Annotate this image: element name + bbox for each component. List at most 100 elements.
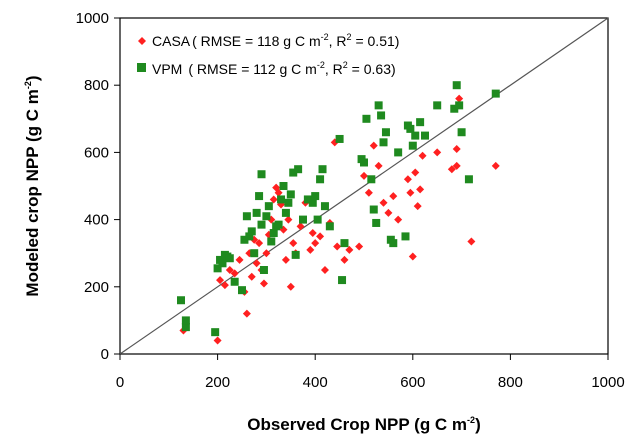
- legend-vpm-label: VPM( RMSE = 112 g C m-2, R2 = 0.63): [152, 60, 396, 77]
- casa-point: [220, 281, 229, 290]
- casa-point: [406, 188, 415, 197]
- vpm-point: [257, 220, 266, 229]
- casa-point: [247, 272, 256, 281]
- y-axis-ticks: 0 200 400 600 800 1000: [76, 10, 120, 363]
- vpm-point: [247, 227, 256, 236]
- vpm-point: [379, 138, 388, 147]
- y-tick-label: 200: [84, 279, 109, 296]
- vpm-point: [177, 296, 185, 305]
- vpm-point: [338, 276, 347, 285]
- one-to-one-line: [119, 17, 609, 355]
- vpm-point: [369, 205, 378, 214]
- vpm-point: [421, 131, 429, 140]
- vpm-point: [286, 190, 295, 199]
- vpm-point: [381, 128, 390, 137]
- legend-casa-label: CASA( RMSE = 118 g C m-2, R2 = 0.51): [152, 32, 399, 49]
- vpm-point: [450, 104, 459, 113]
- vpm-point: [218, 259, 227, 268]
- casa-point: [369, 141, 378, 150]
- casa-point: [384, 208, 393, 217]
- vpm-point: [340, 239, 349, 248]
- vpm-point: [377, 111, 386, 120]
- vpm-point: [335, 134, 344, 143]
- casa-point: [345, 245, 354, 254]
- vpm-point: [318, 165, 327, 174]
- vpm-point: [225, 254, 234, 263]
- casa-point: [452, 145, 461, 154]
- vpm-point: [284, 198, 293, 207]
- casa-points: [179, 94, 500, 345]
- casa-point: [306, 245, 315, 254]
- vpm-point: [411, 131, 420, 140]
- casa-point: [289, 239, 298, 248]
- casa-point: [284, 215, 293, 224]
- vpm-point: [181, 323, 190, 332]
- casa-point: [242, 309, 251, 318]
- vpm-point: [257, 170, 266, 179]
- vpm-point: [389, 239, 398, 248]
- vpm-point: [464, 175, 473, 184]
- y-tick-label: 800: [84, 77, 109, 94]
- vpm-point: [252, 208, 261, 217]
- vpm-point: [279, 182, 288, 190]
- casa-point: [360, 171, 368, 180]
- vpm-point: [291, 250, 300, 259]
- casa-point: [216, 276, 225, 285]
- casa-point: [259, 279, 268, 288]
- y-axis-title: Modeled crop NPP (g C m-2): [23, 75, 42, 296]
- vpm-point: [308, 198, 317, 207]
- y-tick-label: 1000: [76, 10, 109, 27]
- vpm-point: [303, 195, 312, 204]
- casa-point: [452, 161, 461, 170]
- casa-point: [225, 266, 234, 274]
- casa-point: [379, 198, 388, 207]
- vpm-point: [320, 202, 329, 211]
- y-tick-label: 600: [84, 144, 109, 161]
- vpm-point: [262, 212, 271, 221]
- vpm-point: [250, 249, 259, 258]
- vpm-point: [401, 232, 410, 241]
- x-tick-label: 0: [116, 374, 124, 391]
- casa-point: [308, 229, 317, 238]
- casa-point: [389, 192, 398, 201]
- vpm-point: [255, 192, 264, 201]
- vpm-point: [181, 316, 190, 325]
- casa-point: [455, 94, 464, 103]
- vpm-point: [374, 101, 383, 110]
- casa-point: [418, 151, 427, 160]
- casa-point: [408, 252, 417, 261]
- x-tick-label: 600: [400, 374, 425, 391]
- casa-point: [281, 255, 290, 264]
- vpm-point: [277, 195, 286, 204]
- vpm-point: [213, 264, 222, 273]
- vpm-point: [491, 89, 500, 98]
- vpm-point: [406, 124, 415, 133]
- casa-point: [433, 148, 442, 157]
- casa-point: [340, 255, 349, 264]
- vpm-point: [452, 81, 461, 90]
- vpm-point: [416, 118, 425, 127]
- vpm-point: [245, 232, 254, 241]
- vpm-point: [299, 215, 307, 224]
- casa-point: [230, 269, 239, 278]
- casa-point: [491, 161, 500, 170]
- legend-vpm-marker: [137, 63, 146, 72]
- vpm-point: [457, 128, 466, 137]
- vpm-point: [433, 101, 442, 110]
- casa-point: [403, 175, 412, 184]
- casa-point: [413, 202, 422, 211]
- vpm-point: [294, 165, 303, 174]
- vpm-point: [316, 175, 325, 184]
- casa-point: [269, 195, 278, 204]
- x-tick-label: 1000: [591, 374, 624, 391]
- y-tick-label: 400: [84, 212, 109, 229]
- casa-point: [296, 222, 305, 231]
- casa-point: [467, 237, 476, 246]
- vpm-point: [267, 237, 276, 246]
- vpm-point: [325, 222, 334, 231]
- vpm-point: [240, 235, 249, 244]
- legend-casa-marker: [138, 37, 146, 45]
- casa-point: [213, 336, 222, 345]
- vpm-point: [281, 208, 290, 217]
